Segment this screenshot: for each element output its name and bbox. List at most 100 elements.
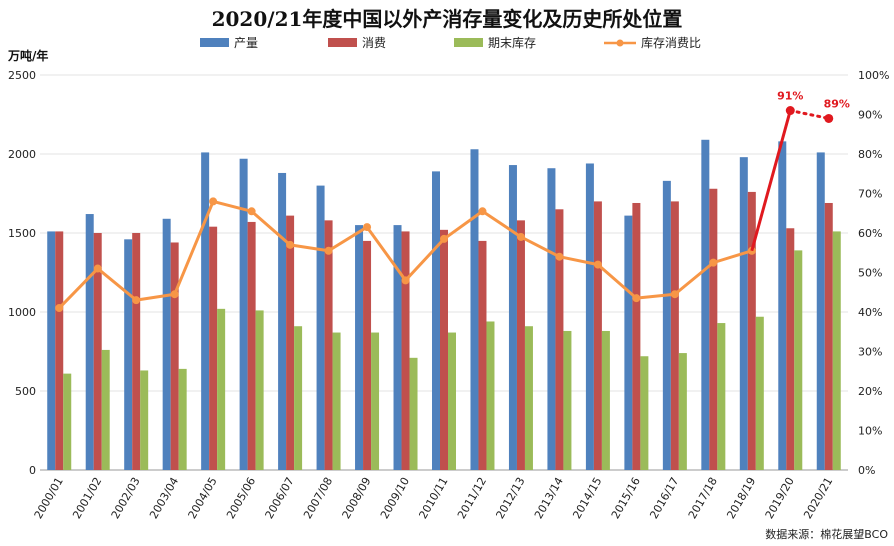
- bar-production: [470, 149, 479, 470]
- bar-production: [47, 231, 56, 470]
- bar-ending-stock: [217, 308, 226, 470]
- left-axis-ticks: 0 500 1000 1500 2000 2500: [8, 69, 36, 477]
- bar-production: [585, 163, 594, 471]
- bar-production: [355, 225, 364, 470]
- right-tick-label: 20%: [858, 385, 882, 398]
- x-tick-label: 2000/01: [32, 475, 66, 521]
- x-tick-label: 2001/02: [70, 475, 104, 521]
- bar-production: [85, 214, 94, 470]
- stock-ratio-point: [593, 260, 602, 269]
- stock-ratio-line: [55, 197, 756, 313]
- bar-production: [547, 168, 556, 470]
- left-tick-label: 0: [29, 464, 36, 477]
- legend-label-production: 产量: [234, 36, 258, 50]
- right-tick-label: 50%: [858, 267, 882, 280]
- bar-ending-stock: [717, 323, 726, 470]
- chart-title: 2020/21年度中国以外产消存量变化及历史所处位置: [212, 7, 683, 31]
- bar-ending-stock: [140, 370, 149, 470]
- right-tick-label: 0%: [858, 464, 875, 477]
- legend-label-ending-stock: 期末库存: [488, 35, 536, 50]
- left-tick-label: 1000: [8, 306, 36, 319]
- highlight-point: [824, 113, 834, 123]
- x-tick-label: 2009/10: [378, 475, 412, 521]
- right-tick-label: 30%: [858, 346, 882, 359]
- legend-label-stock-ratio: 库存消费比: [641, 35, 701, 50]
- bar-consumption: [632, 202, 641, 471]
- stock-ratio-point: [478, 207, 487, 216]
- bar-production: [393, 225, 402, 470]
- stock-ratio-point: [209, 197, 218, 206]
- stock-ratio-point: [55, 304, 64, 313]
- x-tick-label: 2015/16: [609, 475, 643, 521]
- bar-production: [278, 172, 287, 470]
- x-tick-label: 2019/20: [763, 475, 797, 521]
- bar-consumption: [286, 215, 295, 470]
- bar-consumption: [363, 240, 372, 470]
- right-tick-label: 40%: [858, 306, 882, 319]
- bar-ending-stock: [409, 357, 418, 470]
- stock-ratio-highlight: 91% 89%: [750, 90, 850, 252]
- source-note: 数据来源：棉花展望BCO: [765, 527, 888, 541]
- legend-marker-stock-ratio: [616, 39, 624, 47]
- bar-consumption: [555, 209, 564, 471]
- bar-ending-stock: [371, 332, 380, 470]
- bar-consumption: [401, 231, 410, 470]
- legend-swatch-production: [200, 38, 229, 47]
- bar-consumption: [747, 191, 756, 471]
- x-tick-label: 2007/08: [301, 475, 335, 521]
- x-tick-label: 2013/14: [532, 475, 566, 521]
- bar-consumption: [516, 220, 525, 470]
- left-tick-label: 1500: [8, 227, 36, 240]
- bar-production: [624, 215, 633, 470]
- x-tick-label: 2006/07: [263, 475, 297, 521]
- stock-ratio-point: [93, 264, 102, 273]
- bar-production: [239, 158, 248, 471]
- bar-consumption: [786, 228, 795, 470]
- bar-ending-stock: [832, 231, 841, 470]
- bar-consumption: [593, 201, 602, 470]
- bar-consumption: [670, 201, 679, 470]
- bar-ending-stock: [524, 326, 533, 470]
- stock-ratio-point: [170, 290, 179, 299]
- bar-ending-stock: [601, 330, 610, 470]
- left-tick-label: 2500: [8, 69, 36, 82]
- bar-consumption: [324, 220, 333, 470]
- highlight-point: [785, 106, 795, 116]
- bar-consumption: [247, 221, 256, 470]
- legend-swatch-ending-stock: [454, 38, 483, 47]
- stock-ratio-point: [247, 207, 256, 216]
- right-axis-ticks: 0% 10% 20% 30% 40% 50% 60% 70% 80% 90% 100%: [858, 69, 889, 477]
- right-tick-label: 90%: [858, 109, 882, 122]
- stock-ratio-point: [709, 258, 718, 267]
- stock-ratio-point: [440, 234, 448, 243]
- x-tick-label: 2017/18: [686, 475, 720, 521]
- x-tick-label: 2011/12: [455, 475, 489, 521]
- bar-consumption: [709, 188, 718, 470]
- x-tick-label: 2018/19: [724, 475, 758, 521]
- right-tick-label: 70%: [858, 188, 882, 201]
- bar-consumption: [170, 242, 179, 470]
- bar-ending-stock: [294, 326, 303, 470]
- bar-ending-stock: [255, 310, 264, 470]
- stock-ratio-point: [363, 223, 372, 232]
- right-tick-label: 100%: [858, 69, 889, 82]
- bar-ending-stock: [332, 332, 341, 470]
- bar-ending-stock: [678, 353, 687, 470]
- bar-ending-stock: [755, 316, 764, 470]
- bar-production: [701, 139, 710, 470]
- legend-label-consumption: 消费: [362, 36, 386, 50]
- bar-production: [739, 157, 748, 470]
- x-tick-label: 2020/21: [801, 475, 835, 521]
- bars: [47, 139, 841, 471]
- legend: 产量 消费 期末库存 库存消费比: [200, 35, 701, 50]
- bar-production: [124, 239, 133, 470]
- x-tick-label: 2014/15: [570, 475, 604, 521]
- stock-ratio-point: [324, 246, 333, 255]
- stock-ratio-point: [670, 290, 679, 299]
- x-tick-label: 2012/13: [493, 475, 527, 521]
- highlight-data-label: 89%: [824, 97, 850, 110]
- bar-consumption: [55, 231, 64, 470]
- bar-consumption: [209, 226, 218, 470]
- bar-ending-stock: [486, 321, 495, 470]
